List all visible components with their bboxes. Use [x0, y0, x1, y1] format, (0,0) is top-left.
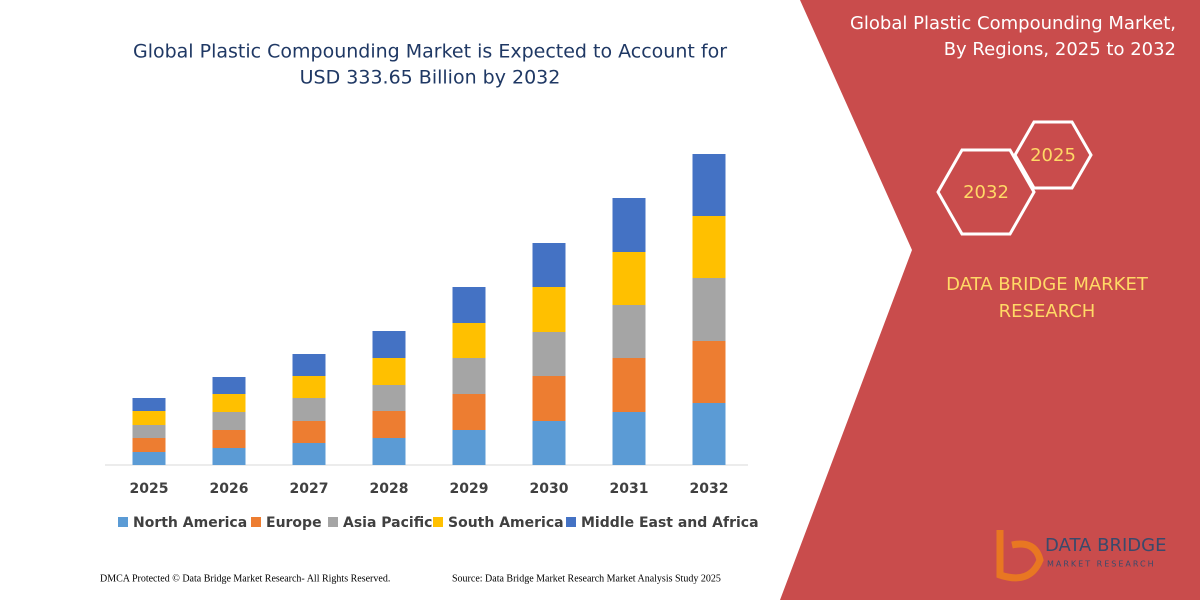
x-tick-label: 2030	[530, 481, 569, 497]
panel-title: By Regions, 2025 to 2032	[944, 39, 1176, 60]
bar-segment	[132, 411, 166, 425]
legend-label: Europe	[266, 515, 322, 531]
bar-segment	[292, 398, 326, 421]
legend-swatch	[328, 517, 338, 527]
bar-segment	[372, 411, 406, 438]
legend-label: North America	[133, 515, 247, 531]
legend-swatch	[251, 517, 261, 527]
bar-segment	[292, 354, 326, 376]
bar-segment	[372, 385, 406, 411]
chart-title: Global Plastic Compounding Market is Exp…	[133, 41, 727, 63]
x-tick-label: 2026	[210, 481, 249, 497]
hexagon	[1013, 120, 1093, 190]
bar-segment	[212, 448, 246, 465]
footer-left: DMCA Protected © Data Bridge Market Rese…	[100, 573, 390, 584]
bar-segment	[612, 305, 646, 358]
bar-segment	[532, 332, 566, 376]
bar-segment	[292, 421, 326, 443]
legend-label: South America	[448, 515, 564, 531]
x-tick-label: 2031	[610, 481, 649, 497]
bar-segment	[132, 425, 166, 438]
hexagon	[936, 148, 1036, 236]
bar-segment	[132, 398, 166, 411]
bar-segment	[452, 394, 486, 430]
bar-segment	[612, 358, 646, 412]
bar-segment	[132, 452, 166, 465]
bar-segment	[692, 403, 726, 465]
hexagon-label: 2025	[1030, 145, 1076, 166]
legend-label: Asia Pacific	[343, 515, 432, 531]
bar-segment	[532, 421, 566, 465]
legend-swatch	[566, 517, 576, 527]
bar-segment	[612, 252, 646, 305]
bar-segment	[212, 377, 246, 394]
legend-swatch	[118, 517, 128, 527]
x-tick-label: 2028	[370, 481, 409, 497]
bar-segment	[372, 358, 406, 385]
legend-label: Middle East and Africa	[581, 515, 759, 531]
bar-segment	[692, 278, 726, 341]
red-panel	[780, 0, 1200, 600]
bar-segment	[692, 341, 726, 403]
logo-tagline: MARKET RESEARCH	[1047, 560, 1156, 569]
bar-segment	[692, 154, 726, 216]
logo-mark	[996, 530, 1044, 582]
bar-segment	[452, 430, 486, 465]
bar-segment	[452, 287, 486, 323]
bar-segment	[372, 331, 406, 358]
bar-segment	[532, 287, 566, 332]
x-tick-label: 2032	[690, 481, 729, 497]
bar-segment	[132, 438, 166, 452]
bar-segment	[612, 412, 646, 465]
x-tick-label: 2027	[290, 481, 329, 497]
bar-segment	[532, 243, 566, 287]
bar-segment	[452, 358, 486, 394]
legend-swatch	[433, 517, 443, 527]
chart-title: USD 333.65 Billion by 2032	[300, 67, 561, 89]
bar-segment	[372, 438, 406, 465]
bar-segment	[532, 376, 566, 421]
bar-segment	[212, 412, 246, 430]
x-tick-label: 2025	[130, 481, 169, 497]
panel-title: Global Plastic Compounding Market,	[850, 13, 1176, 34]
bar-segment	[292, 443, 326, 465]
brand-text: RESEARCH	[999, 301, 1096, 322]
logo-name: DATA BRIDGE	[1045, 535, 1166, 556]
bar-segment	[212, 430, 246, 448]
bar-segment	[292, 376, 326, 398]
bar-segment	[692, 216, 726, 278]
bar-segment	[212, 394, 246, 412]
footer-right: Source: Data Bridge Market Research Mark…	[452, 573, 721, 584]
hexagon-label: 2032	[963, 182, 1009, 203]
brand-text: DATA BRIDGE MARKET	[946, 274, 1149, 295]
x-tick-label: 2029	[450, 481, 489, 497]
bar-segment	[452, 323, 486, 358]
bar-segment	[612, 198, 646, 252]
